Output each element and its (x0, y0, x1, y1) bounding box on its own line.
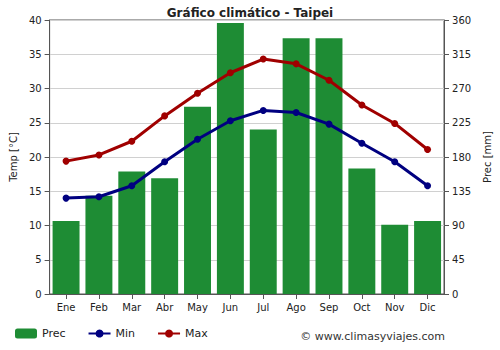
svg-text:Prec: Prec (42, 327, 66, 340)
svg-text:40: 40 (29, 15, 42, 26)
svg-text:Ago: Ago (286, 302, 305, 313)
svg-text:Temp [°C]: Temp [°C] (8, 132, 19, 183)
svg-text:Min: Min (116, 327, 136, 340)
svg-text:Abr: Abr (156, 302, 174, 313)
svg-text:Sep: Sep (320, 302, 339, 313)
svg-text:270: 270 (452, 83, 471, 94)
svg-text:315: 315 (452, 49, 471, 60)
svg-text:10: 10 (29, 220, 42, 231)
svg-text:30: 30 (29, 83, 42, 94)
svg-text:Oct: Oct (353, 302, 370, 313)
svg-text:5: 5 (35, 254, 41, 265)
svg-text:Jul: Jul (256, 302, 269, 313)
svg-text:225: 225 (452, 117, 471, 128)
svg-text:Dic: Dic (420, 302, 436, 313)
svg-text:Nov: Nov (385, 302, 405, 313)
svg-text:Ene: Ene (57, 302, 76, 313)
svg-text:180: 180 (452, 152, 471, 163)
svg-text:90: 90 (452, 220, 465, 231)
svg-text:Gráfico climático - Taipei: Gráfico climático - Taipei (167, 6, 333, 20)
svg-text:360: 360 (452, 15, 471, 26)
svg-text:Prec [mm]: Prec [mm] (482, 131, 493, 183)
svg-text:Feb: Feb (90, 302, 108, 313)
svg-text:May: May (187, 302, 208, 313)
svg-text:0: 0 (452, 289, 458, 300)
svg-text:Mar: Mar (122, 302, 142, 313)
svg-text:0: 0 (35, 289, 41, 300)
svg-text:Jun: Jun (222, 302, 239, 313)
svg-text:20: 20 (29, 152, 42, 163)
svg-text:Max: Max (185, 327, 208, 340)
svg-text:35: 35 (29, 49, 42, 60)
svg-text:15: 15 (29, 186, 42, 197)
svg-text:135: 135 (452, 186, 471, 197)
svg-text:25: 25 (29, 117, 42, 128)
svg-text:© www.climasyviajes.com: © www.climasyviajes.com (300, 330, 445, 343)
svg-text:45: 45 (452, 254, 465, 265)
